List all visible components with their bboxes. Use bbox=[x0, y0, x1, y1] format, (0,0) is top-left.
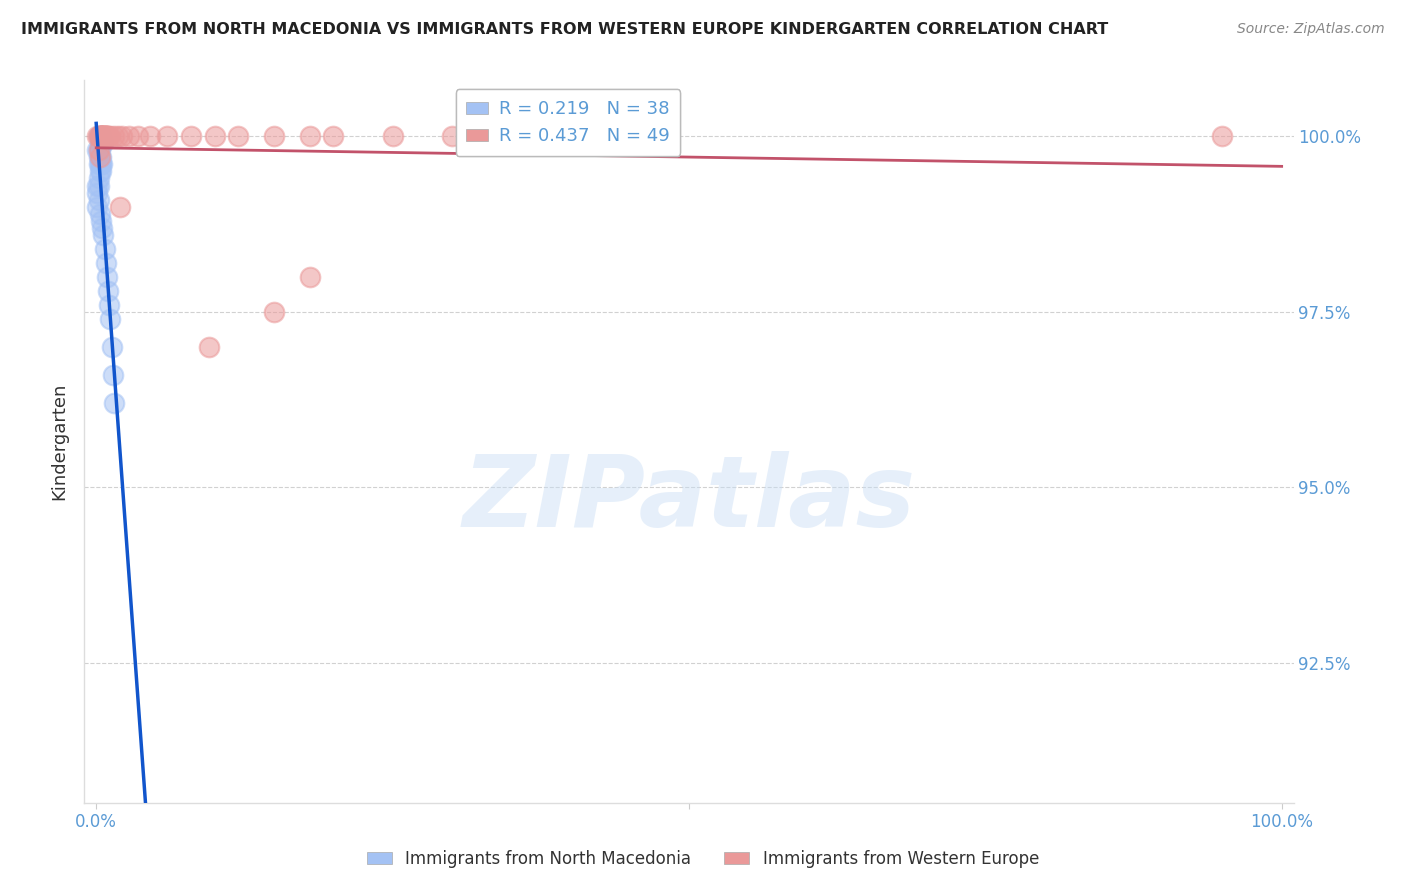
Point bbox=[97, 284, 120, 298]
Point bbox=[96, 129, 118, 144]
Point bbox=[86, 129, 108, 144]
Point bbox=[204, 129, 226, 144]
Point bbox=[89, 151, 111, 165]
Point bbox=[101, 368, 124, 382]
Point bbox=[107, 129, 129, 144]
Point bbox=[89, 129, 111, 144]
Point bbox=[89, 206, 111, 220]
Point bbox=[91, 129, 114, 144]
Point bbox=[98, 298, 121, 312]
Point bbox=[560, 129, 582, 144]
Point bbox=[86, 178, 108, 193]
Point bbox=[86, 200, 108, 214]
Point bbox=[91, 129, 114, 144]
Point bbox=[94, 129, 117, 144]
Text: IMMIGRANTS FROM NORTH MACEDONIA VS IMMIGRANTS FROM WESTERN EUROPE KINDERGARTEN C: IMMIGRANTS FROM NORTH MACEDONIA VS IMMIG… bbox=[21, 22, 1108, 37]
Point bbox=[298, 269, 321, 284]
Point bbox=[118, 129, 141, 144]
Point bbox=[91, 129, 114, 144]
Point bbox=[94, 129, 117, 144]
Point bbox=[298, 129, 321, 144]
Point bbox=[86, 186, 108, 200]
Legend: R = 0.219   N = 38, R = 0.437   N = 49: R = 0.219 N = 38, R = 0.437 N = 49 bbox=[456, 89, 681, 156]
Point bbox=[91, 220, 114, 235]
Point bbox=[156, 129, 179, 144]
Point bbox=[90, 157, 112, 171]
Point bbox=[89, 129, 111, 144]
Point bbox=[93, 242, 115, 256]
Point bbox=[87, 193, 110, 207]
Point bbox=[138, 129, 160, 144]
Point bbox=[93, 129, 115, 144]
Point bbox=[91, 136, 114, 151]
Point bbox=[87, 171, 110, 186]
Point bbox=[228, 129, 250, 144]
Point bbox=[90, 151, 112, 165]
Point bbox=[93, 129, 115, 144]
Point bbox=[91, 129, 114, 144]
Point bbox=[89, 157, 111, 171]
Point bbox=[90, 213, 112, 227]
Point bbox=[97, 129, 120, 144]
Point bbox=[87, 129, 110, 144]
Point bbox=[90, 129, 112, 144]
Point bbox=[89, 151, 111, 165]
Point bbox=[198, 340, 221, 354]
Point bbox=[91, 157, 114, 171]
Point bbox=[91, 129, 114, 144]
Point bbox=[87, 178, 110, 193]
Point bbox=[322, 129, 344, 144]
Point bbox=[87, 129, 110, 144]
Point bbox=[89, 136, 111, 151]
Y-axis label: Kindergarten: Kindergarten bbox=[51, 383, 69, 500]
Point bbox=[91, 227, 114, 242]
Point bbox=[103, 129, 125, 144]
Point bbox=[1211, 129, 1233, 144]
Point bbox=[91, 129, 114, 144]
Point bbox=[96, 269, 118, 284]
Point bbox=[87, 144, 110, 158]
Point bbox=[97, 129, 120, 144]
Point bbox=[100, 129, 122, 144]
Point bbox=[93, 129, 115, 144]
Point bbox=[381, 129, 404, 144]
Point bbox=[86, 144, 108, 158]
Point bbox=[94, 255, 117, 269]
Legend: Immigrants from North Macedonia, Immigrants from Western Europe: Immigrants from North Macedonia, Immigra… bbox=[360, 844, 1046, 875]
Point bbox=[89, 144, 111, 158]
Point bbox=[91, 136, 114, 151]
Point bbox=[90, 129, 112, 144]
Point bbox=[100, 340, 122, 354]
Point bbox=[87, 144, 110, 158]
Point bbox=[87, 157, 110, 171]
Point bbox=[111, 129, 134, 144]
Point bbox=[90, 164, 112, 178]
Point bbox=[90, 129, 112, 144]
Point bbox=[103, 396, 125, 410]
Point bbox=[91, 129, 114, 144]
Text: Source: ZipAtlas.com: Source: ZipAtlas.com bbox=[1237, 22, 1385, 37]
Point bbox=[263, 129, 285, 144]
Point bbox=[108, 200, 131, 214]
Text: ZIPatlas: ZIPatlas bbox=[463, 450, 915, 548]
Point bbox=[89, 129, 111, 144]
Point bbox=[263, 305, 285, 319]
Point bbox=[90, 129, 112, 144]
Point bbox=[501, 129, 523, 144]
Point bbox=[89, 164, 111, 178]
Point bbox=[127, 129, 149, 144]
Point bbox=[180, 129, 202, 144]
Point bbox=[90, 136, 112, 151]
Point bbox=[100, 311, 122, 326]
Point bbox=[87, 151, 110, 165]
Point bbox=[94, 129, 117, 144]
Point bbox=[440, 129, 463, 144]
Point bbox=[91, 129, 114, 144]
